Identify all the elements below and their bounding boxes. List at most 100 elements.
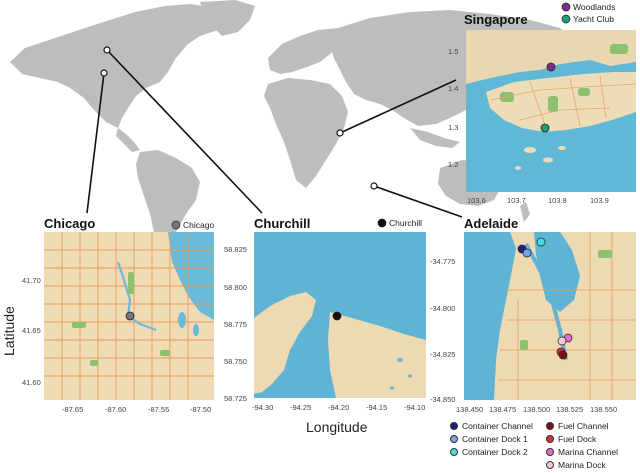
churchill-xtick: -94.10 <box>404 403 425 412</box>
woodlands-legend-icon <box>561 2 571 12</box>
y-axis-label: Latitude <box>1 306 17 356</box>
chicago-panel: Chicago 41.70 41.65 41.60 -87.6 <box>22 216 214 414</box>
adelaide-river <box>534 232 580 312</box>
marina-dock-marker <box>557 336 567 346</box>
legend-label: Container Dock 2 <box>462 447 528 457</box>
singapore-ytick: 1.2 <box>448 160 458 169</box>
chicago-xtick: -87.65 <box>62 405 83 414</box>
chicago-xtick: -87.60 <box>105 405 126 414</box>
singapore-land <box>466 30 636 84</box>
legend-label: Marina Dock <box>558 460 606 470</box>
churchill-ytick: 58.800 <box>224 283 247 292</box>
churchill-xtick: -94.20 <box>328 403 349 412</box>
singapore-connector <box>339 79 457 134</box>
fuel-channel-marker <box>558 350 568 360</box>
yacht-club-legend-icon <box>561 14 571 24</box>
churchill-xtick: -94.30 <box>252 403 273 412</box>
adelaide-ytick: -34.800 <box>430 304 455 313</box>
churchill-ytick: 58.725 <box>224 394 247 403</box>
churchill-ponds <box>389 358 412 390</box>
adelaide-parks <box>520 250 612 350</box>
churchill-marker <box>332 311 342 321</box>
yacht-club-marker <box>540 123 550 133</box>
chicago-world-marker <box>100 69 108 77</box>
woodlands-legend-label: Woodlands <box>573 2 615 12</box>
singapore-xtick: 103.7 <box>507 196 526 205</box>
singapore-title: Singapore <box>464 12 528 27</box>
chicago-grid-roads <box>44 232 214 400</box>
adelaide-ytick: -34.825 <box>430 350 455 359</box>
singapore-ytick: 1.4 <box>448 84 458 93</box>
churchill-xtick: -94.25 <box>290 403 311 412</box>
adelaide-connector <box>373 185 463 218</box>
adelaide-panel: Adelaide -34.775 -34.800 -34.825 -34.850… <box>430 216 636 414</box>
singapore-world-marker <box>336 129 344 137</box>
connector-lines <box>86 49 463 218</box>
adelaide-ytick: -34.850 <box>430 395 455 404</box>
singapore-ytick: 1.5 <box>448 47 458 56</box>
singapore-xtick: 103.8 <box>548 196 567 205</box>
chicago-title: Chicago <box>44 216 95 231</box>
north-america-shape <box>10 4 230 128</box>
churchill-ytick: 58.825 <box>224 245 247 254</box>
churchill-title: Churchill <box>254 216 310 231</box>
churchill-panel: Churchill 58.825 58.800 58.775 58.750 58… <box>224 216 426 412</box>
container-channel-legend-icon <box>450 422 458 430</box>
legend-label: Fuel Channel <box>558 421 609 431</box>
chicago-ytick: 41.60 <box>22 378 41 387</box>
africa-shape <box>264 78 348 188</box>
yacht-club-legend-label: Yacht Club <box>573 14 614 24</box>
chicago-xtick: -87.55 <box>148 405 169 414</box>
south-america-shape <box>136 150 200 258</box>
adelaide-xtick: 138.525 <box>556 405 583 414</box>
chicago-ytick: 41.65 <box>22 326 41 335</box>
world-map <box>10 0 575 258</box>
singapore-xtick: 103.6 <box>467 196 486 205</box>
fuel-channel-legend-icon <box>546 422 554 430</box>
legend-container-dock-1: Container Dock 1 <box>450 434 546 444</box>
greenland-shape <box>200 0 255 36</box>
legend-container-dock-2: Container Dock 2 <box>450 447 546 457</box>
adelaide-ytick: -34.775 <box>430 257 455 266</box>
central-america-shape <box>116 128 140 152</box>
churchill-land-west <box>254 292 316 394</box>
churchill-legend-icon <box>377 218 387 228</box>
churchill-xtick: -94.15 <box>366 403 387 412</box>
chicago-connector <box>86 72 105 214</box>
adelaide-xtick: 138.475 <box>489 405 516 414</box>
legend-fuel-channel: Fuel Channel <box>546 421 636 431</box>
legend-label: Marina Channel <box>558 447 619 457</box>
legend-spacer <box>450 460 546 470</box>
legend-label: Fuel Dock <box>558 434 597 444</box>
marina-dock-legend-icon <box>546 461 554 469</box>
singapore-roads <box>489 75 637 129</box>
churchill-land-east <box>328 312 426 398</box>
adelaide-xtick: 138.500 <box>523 405 550 414</box>
chicago-legend-label: Chicago <box>183 220 214 230</box>
new-zealand-shape <box>520 202 530 222</box>
chicago-legend-icon <box>171 220 181 230</box>
legend-container-channel: Container Channel <box>450 421 546 431</box>
chicago-xtick: -87.50 <box>190 405 211 414</box>
container-dock-1-marker <box>522 248 532 258</box>
fuel-dock-legend-icon <box>546 435 554 443</box>
legend-label: Container Channel <box>462 421 533 431</box>
churchill-ytick: 58.750 <box>224 357 247 366</box>
southeast-asia-shape <box>410 128 460 148</box>
container-dock-2-legend-icon <box>450 448 458 456</box>
x-axis-label: Longitude <box>306 419 368 435</box>
chicago-lake <box>168 232 214 320</box>
container-dock-2-marker <box>536 237 546 247</box>
singapore-green-patches <box>500 44 628 112</box>
legend-label: Container Dock 1 <box>462 434 528 444</box>
singapore-ytick: 1.3 <box>448 123 458 132</box>
chicago-ponds <box>178 312 199 336</box>
adelaide-legend: Container Channel Fuel Channel Container… <box>450 421 640 470</box>
singapore-island <box>486 72 636 132</box>
legend-fuel-dock: Fuel Dock <box>546 434 636 444</box>
churchill-connector <box>106 49 263 214</box>
adelaide-xtick: 138.450 <box>456 405 483 414</box>
location-markers <box>100 46 378 190</box>
legend-marina-dock: Marina Dock <box>546 460 636 470</box>
